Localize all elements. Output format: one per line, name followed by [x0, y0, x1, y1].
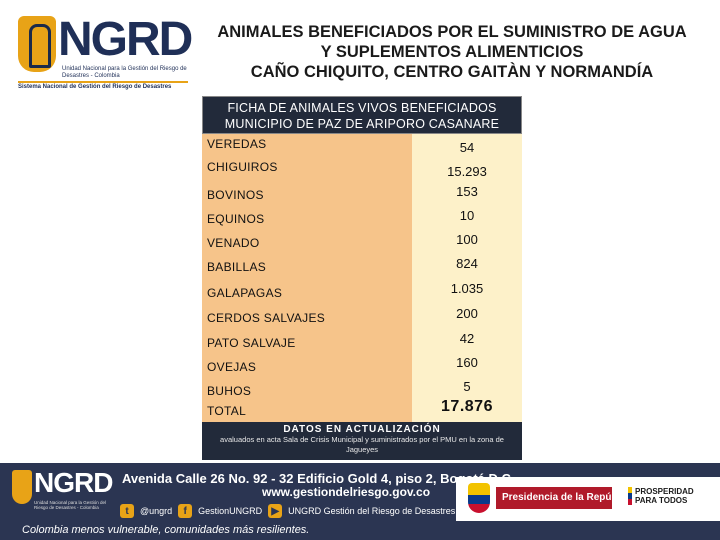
footer-website-link[interactable]: www.gestiondelriesgo.gov.co	[262, 485, 431, 499]
table-row: GALAPAGAS 1.035	[202, 278, 522, 302]
animals-table-panel: FICHA DE ANIMALES VIVOS BENEFICIADOS MUN…	[202, 96, 522, 460]
total-label: TOTAL	[207, 404, 247, 418]
row-label: VEREDAS	[207, 137, 267, 151]
row-label: CHIGUIROS	[207, 160, 278, 174]
flag-stripe-icon	[628, 487, 632, 505]
row-label: GALAPAGAS	[207, 286, 283, 300]
twitter-icon[interactable]: t	[120, 504, 134, 518]
table-row: VEREDAS 54	[202, 134, 522, 158]
table-row: CHIGUIROS 15.293	[202, 158, 522, 182]
row-label: BABILLAS	[207, 260, 267, 274]
colombia-shield-icon	[468, 483, 490, 513]
row-value: 10	[459, 208, 475, 223]
row-label: PATO SALVAJE	[207, 336, 296, 350]
row-label: BOVINOS	[207, 188, 264, 202]
table-row: BABILLAS 824	[202, 254, 522, 278]
row-value: 15.293	[447, 164, 487, 179]
row-value: 160	[456, 355, 478, 370]
table-row: BUHOS 5	[202, 374, 522, 398]
table-row: OVEJAS 160	[202, 350, 522, 374]
table-row: VENADO 100	[202, 230, 522, 254]
row-value: 824	[456, 256, 478, 271]
title-line-1: ANIMALES BENEFICIADOS POR EL SUMINISTRO …	[217, 23, 687, 41]
table-row: EQUINOS 10	[202, 206, 522, 230]
title-line-3: CAÑO CHIQUITO, CENTRO GAITÀN Y NORMANDÍA	[250, 63, 654, 81]
update-notice: DATOS EN ACTUALIZACIÓN	[283, 424, 441, 435]
row-label: CERDOS SALVAJES	[207, 311, 326, 325]
logo-divider	[18, 81, 188, 83]
footer-slogan: Colombia menos vulnerable, comunidades m…	[22, 524, 310, 536]
table-row: CERDOS SALVAJES 200	[202, 302, 522, 326]
youtube-channel[interactable]: UNGRD Gestión del Riesgo de Desastres	[288, 506, 456, 516]
table-body: VEREDAS 54 CHIGUIROS 15.293 BOVINOS 153 …	[202, 134, 522, 428]
source-note: avaluados en acta Sala de Crisis Municip…	[220, 435, 504, 454]
prosperidad-line-1: PROSPERIDAD	[635, 487, 694, 496]
row-label: BUHOS	[207, 384, 252, 398]
title-line-2: Y SUPLEMENTOS ALIMENTICIOS	[320, 43, 584, 61]
row-value: 100	[456, 232, 478, 247]
row-value: 42	[459, 331, 475, 346]
row-label: VENADO	[207, 236, 260, 250]
row-value: 5	[463, 379, 471, 394]
row-value: 1.035	[450, 281, 484, 296]
footer-logo-subtitle: Unidad Nacional para la Gestión del Ries…	[34, 500, 107, 510]
row-label: EQUINOS	[207, 212, 265, 226]
footer-logo-wordmark: NGRD	[34, 467, 113, 498]
row-value: 153	[456, 184, 478, 199]
facebook-handle[interactable]: GestionUNGRD	[198, 506, 263, 516]
table-footer: DATOS EN ACTUALIZACIÓN avaluados en acta…	[202, 422, 522, 460]
logo-subtitle: Unidad Nacional para la Gestión del Ries…	[62, 66, 187, 79]
twitter-handle[interactable]: @ungrd	[140, 506, 173, 516]
logo-wordmark: NGRD	[58, 13, 193, 66]
row-label: OVEJAS	[207, 360, 257, 374]
ngrd-emblem-icon	[12, 470, 32, 504]
ngrd-logo: NGRD Unidad Nacional para la Gestión del…	[18, 13, 193, 90]
row-value: 200	[456, 306, 478, 321]
page-title: ANIMALES BENEFICIADOS POR EL SUMINISTRO …	[192, 22, 712, 82]
social-links: t @ungrd f GestionUNGRD ▶ UNGRD Gestión …	[120, 503, 455, 519]
table-heading-line-1: FICHA DE ANIMALES VIVOS BENEFICIADOS	[227, 101, 497, 115]
footer-logo: NGRD Unidad Nacional para la Gestión del…	[10, 467, 113, 518]
table-heading: FICHA DE ANIMALES VIVOS BENEFICIADOS MUN…	[202, 96, 522, 134]
footer-banner: NGRD Unidad Nacional para la Gestión del…	[0, 463, 720, 540]
prosperidad-line-2: PARA TODOS	[635, 496, 688, 505]
logo-system-name: Sistema Nacional de Gestión del Riesgo d…	[18, 84, 172, 90]
value-column	[412, 134, 522, 428]
total-row: TOTAL 17.876	[202, 396, 522, 420]
facebook-icon[interactable]: f	[178, 504, 193, 518]
footer-address: Avenida Calle 26 No. 92 - 32 Edificio Go…	[122, 471, 511, 486]
table-row: PATO SALVAJE 42	[202, 326, 522, 350]
table-heading-line-2: MUNICIPIO DE PAZ DE ARIPORO CASANARE	[224, 117, 500, 131]
table-row: BOVINOS 153	[202, 182, 522, 206]
ngrd-emblem-icon	[18, 16, 56, 72]
presidencia-logo: Presidencia de la República	[496, 487, 634, 509]
row-value: 54	[459, 140, 475, 155]
prosperidad-logo: PROSPERIDAD PARA TODOS	[628, 487, 694, 505]
youtube-icon[interactable]: ▶	[268, 504, 283, 518]
total-value: 17.876	[441, 398, 493, 415]
label-column	[202, 134, 412, 428]
